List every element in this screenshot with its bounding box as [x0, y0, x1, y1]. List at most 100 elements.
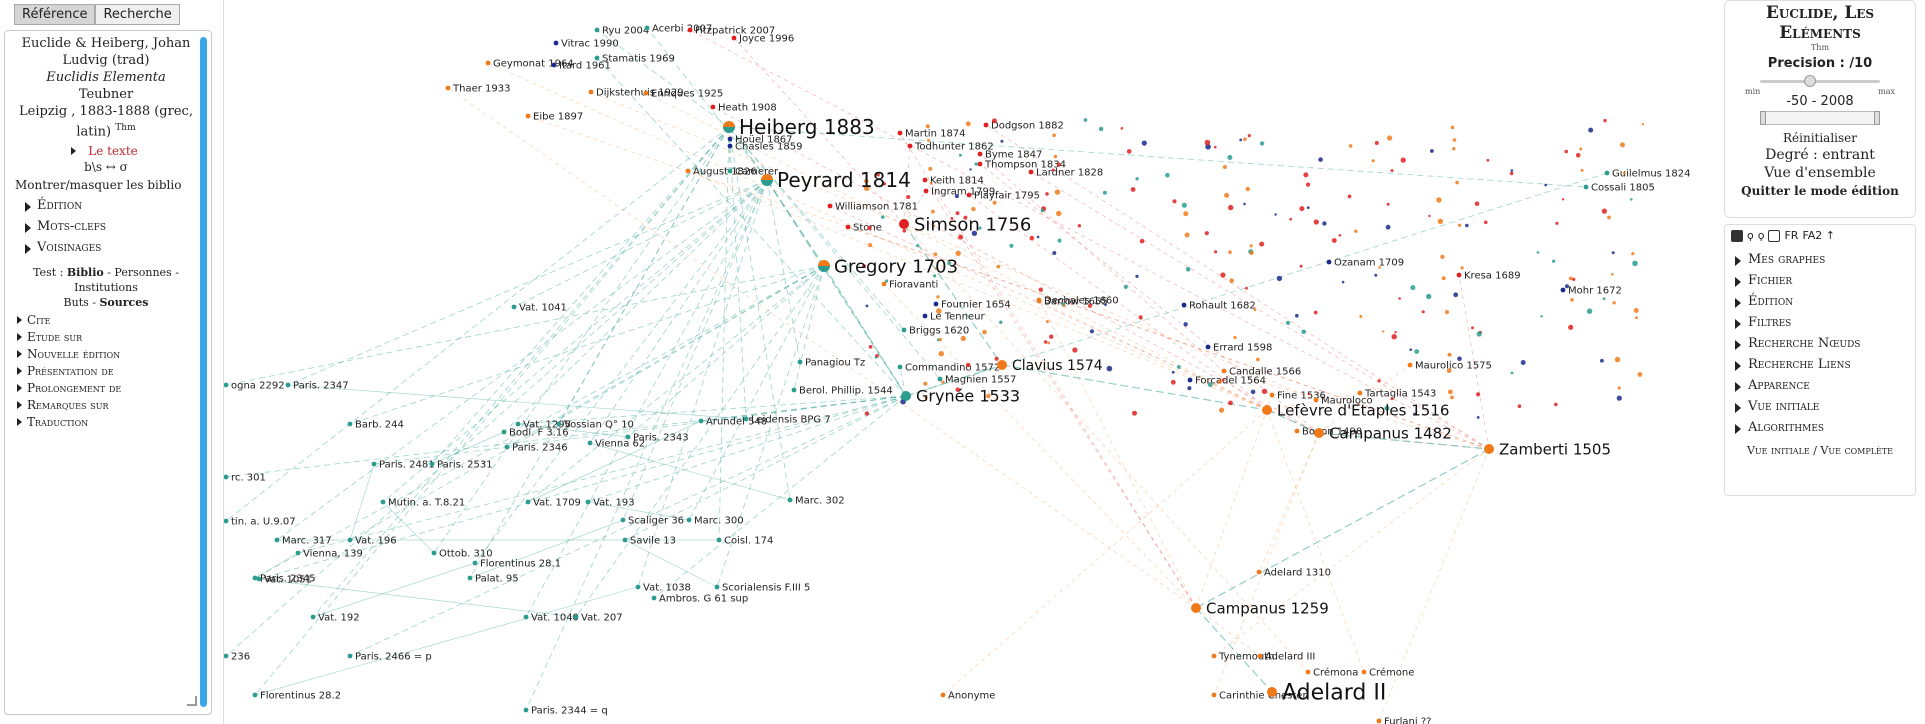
- graph-node-label[interactable]: Itard 1961: [559, 61, 611, 72]
- menu-fichier[interactable]: Fichier: [1735, 273, 1915, 288]
- graph-node[interactable]: [938, 337, 943, 342]
- graph-node-label[interactable]: Hoüel 1867: [735, 135, 793, 146]
- graph-node[interactable]: [1184, 232, 1190, 238]
- graph-node[interactable]: [1313, 219, 1319, 225]
- graph-node[interactable]: [1181, 202, 1187, 208]
- graph-node-label[interactable]: Paris. 2345: [260, 574, 316, 585]
- graph-node[interactable]: [1428, 214, 1431, 218]
- graph-node[interactable]: [1205, 344, 1211, 350]
- graph-node[interactable]: [1045, 320, 1049, 324]
- hub-node[interactable]: [761, 174, 773, 180]
- test-buts[interactable]: Buts -: [63, 296, 100, 310]
- graph-node[interactable]: [885, 279, 889, 283]
- graph-node[interactable]: [1219, 407, 1225, 413]
- graph-node[interactable]: [1054, 189, 1061, 195]
- graph-node[interactable]: [1341, 280, 1345, 284]
- graph-node[interactable]: [1299, 264, 1303, 268]
- graph-node-label[interactable]: Boeon 1490: [1302, 427, 1362, 438]
- graph-node[interactable]: [1633, 308, 1639, 313]
- graph-node[interactable]: [1183, 322, 1188, 327]
- graph-node[interactable]: [274, 537, 280, 543]
- hub-node-label[interactable]: Simson 1756: [914, 214, 1031, 235]
- graph-node[interactable]: [1382, 330, 1385, 333]
- graph-node[interactable]: [716, 537, 722, 543]
- graph-node-label[interactable]: Vienna 62: [595, 439, 645, 450]
- test-biblio[interactable]: Biblio: [66, 266, 104, 280]
- graph-node[interactable]: [1536, 251, 1540, 254]
- graph-node[interactable]: [1430, 149, 1434, 153]
- graph-node[interactable]: [1228, 204, 1234, 211]
- text-link[interactable]: Le texte: [11, 144, 201, 158]
- graph-node-label[interactable]: Scorialensis F.III 5: [722, 583, 810, 594]
- lasso-icon[interactable]: ϙ: [1747, 229, 1754, 242]
- graph-node[interactable]: [1250, 389, 1256, 395]
- graph-node[interactable]: [1448, 389, 1453, 395]
- graph-node[interactable]: [845, 224, 851, 230]
- graph-node[interactable]: [445, 85, 451, 91]
- graph-node-label[interactable]: Todhunter 1862: [914, 142, 994, 153]
- graph-node[interactable]: [1486, 158, 1490, 162]
- graph-node[interactable]: [698, 418, 704, 424]
- view-links[interactable]: Vue initiale / Vue complète: [1746, 444, 1894, 457]
- graph-node[interactable]: [1130, 187, 1136, 192]
- graph-node[interactable]: [1204, 231, 1209, 236]
- graph-node[interactable]: [1062, 304, 1066, 308]
- graph-node-label[interactable]: August 1826: [693, 167, 757, 178]
- graph-node[interactable]: [1572, 277, 1576, 281]
- graph-node[interactable]: [1029, 235, 1035, 241]
- graph-node-label[interactable]: Dodgson 1882: [991, 121, 1064, 132]
- graph-node-label[interactable]: Paris. 2481: [379, 460, 435, 471]
- graph-node-label[interactable]: Williamson 1781: [835, 202, 918, 213]
- graph-node[interactable]: [1552, 259, 1556, 263]
- graph-node[interactable]: [1583, 184, 1589, 190]
- graph-node[interactable]: [714, 584, 720, 590]
- graph-node-label[interactable]: Tartaglia 1543: [1364, 389, 1436, 400]
- graph-node[interactable]: [1295, 313, 1299, 318]
- graph-node[interactable]: [1447, 352, 1452, 357]
- menu-algorithmes[interactable]: Algorithmes: [1735, 420, 1915, 435]
- graph-node-label[interactable]: Ozanam 1709: [1334, 258, 1404, 269]
- graph-node[interactable]: [727, 136, 733, 142]
- graph-node[interactable]: [625, 434, 631, 440]
- graph-node[interactable]: [1028, 169, 1034, 175]
- save-icon[interactable]: [1731, 229, 1743, 242]
- graph-node[interactable]: [1612, 301, 1616, 305]
- graph-node[interactable]: [1313, 310, 1318, 315]
- hub-node-label[interactable]: Campanus 1259: [1206, 599, 1329, 617]
- graph-node[interactable]: [573, 614, 579, 620]
- graph-node[interactable]: [897, 364, 903, 370]
- graph-node[interactable]: [1453, 292, 1459, 298]
- section-mots-clefs[interactable]: Mots-clefs: [25, 219, 201, 234]
- graph-node-label[interactable]: Fioravanti: [889, 280, 938, 291]
- graph-node-label[interactable]: Magnien 1557: [945, 375, 1016, 386]
- graph-node-label[interactable]: Dijksterhuis 1929: [596, 88, 684, 99]
- graph-node[interactable]: [868, 243, 873, 248]
- graph-node[interactable]: [955, 387, 961, 393]
- hub-node-label[interactable]: Heiberg 1883: [739, 115, 875, 139]
- graph-node[interactable]: [923, 381, 928, 386]
- graph-node[interactable]: [1204, 139, 1211, 146]
- graph-node-label[interactable]: Camerer: [735, 167, 779, 178]
- graph-node[interactable]: [1444, 310, 1450, 315]
- graph-node-label[interactable]: Le Tenneur: [930, 312, 985, 323]
- graph-node[interactable]: [1620, 142, 1625, 148]
- graph-node-label[interactable]: Dechales 1660: [1044, 296, 1119, 307]
- graph-node[interactable]: [963, 215, 968, 220]
- slider-knob[interactable]: [1804, 75, 1816, 87]
- hub-node[interactable]: [1314, 428, 1324, 438]
- graph-node[interactable]: [881, 281, 887, 287]
- graph-node[interactable]: [1318, 157, 1323, 162]
- graph-node[interactable]: [1607, 215, 1611, 220]
- graph-node[interactable]: [864, 178, 869, 184]
- graph-node[interactable]: [1036, 298, 1042, 304]
- graph-node[interactable]: [791, 387, 797, 393]
- graph-node-label[interactable]: Vitrac 1990: [561, 39, 619, 50]
- graph-node[interactable]: [999, 320, 1003, 324]
- hub-node[interactable]: [1191, 603, 1201, 613]
- graph-node[interactable]: [1561, 198, 1565, 201]
- graph-node[interactable]: [1347, 194, 1352, 199]
- graph-node[interactable]: [295, 550, 301, 556]
- left-scrollbar[interactable]: [200, 37, 207, 707]
- graph-node[interactable]: [1049, 334, 1054, 339]
